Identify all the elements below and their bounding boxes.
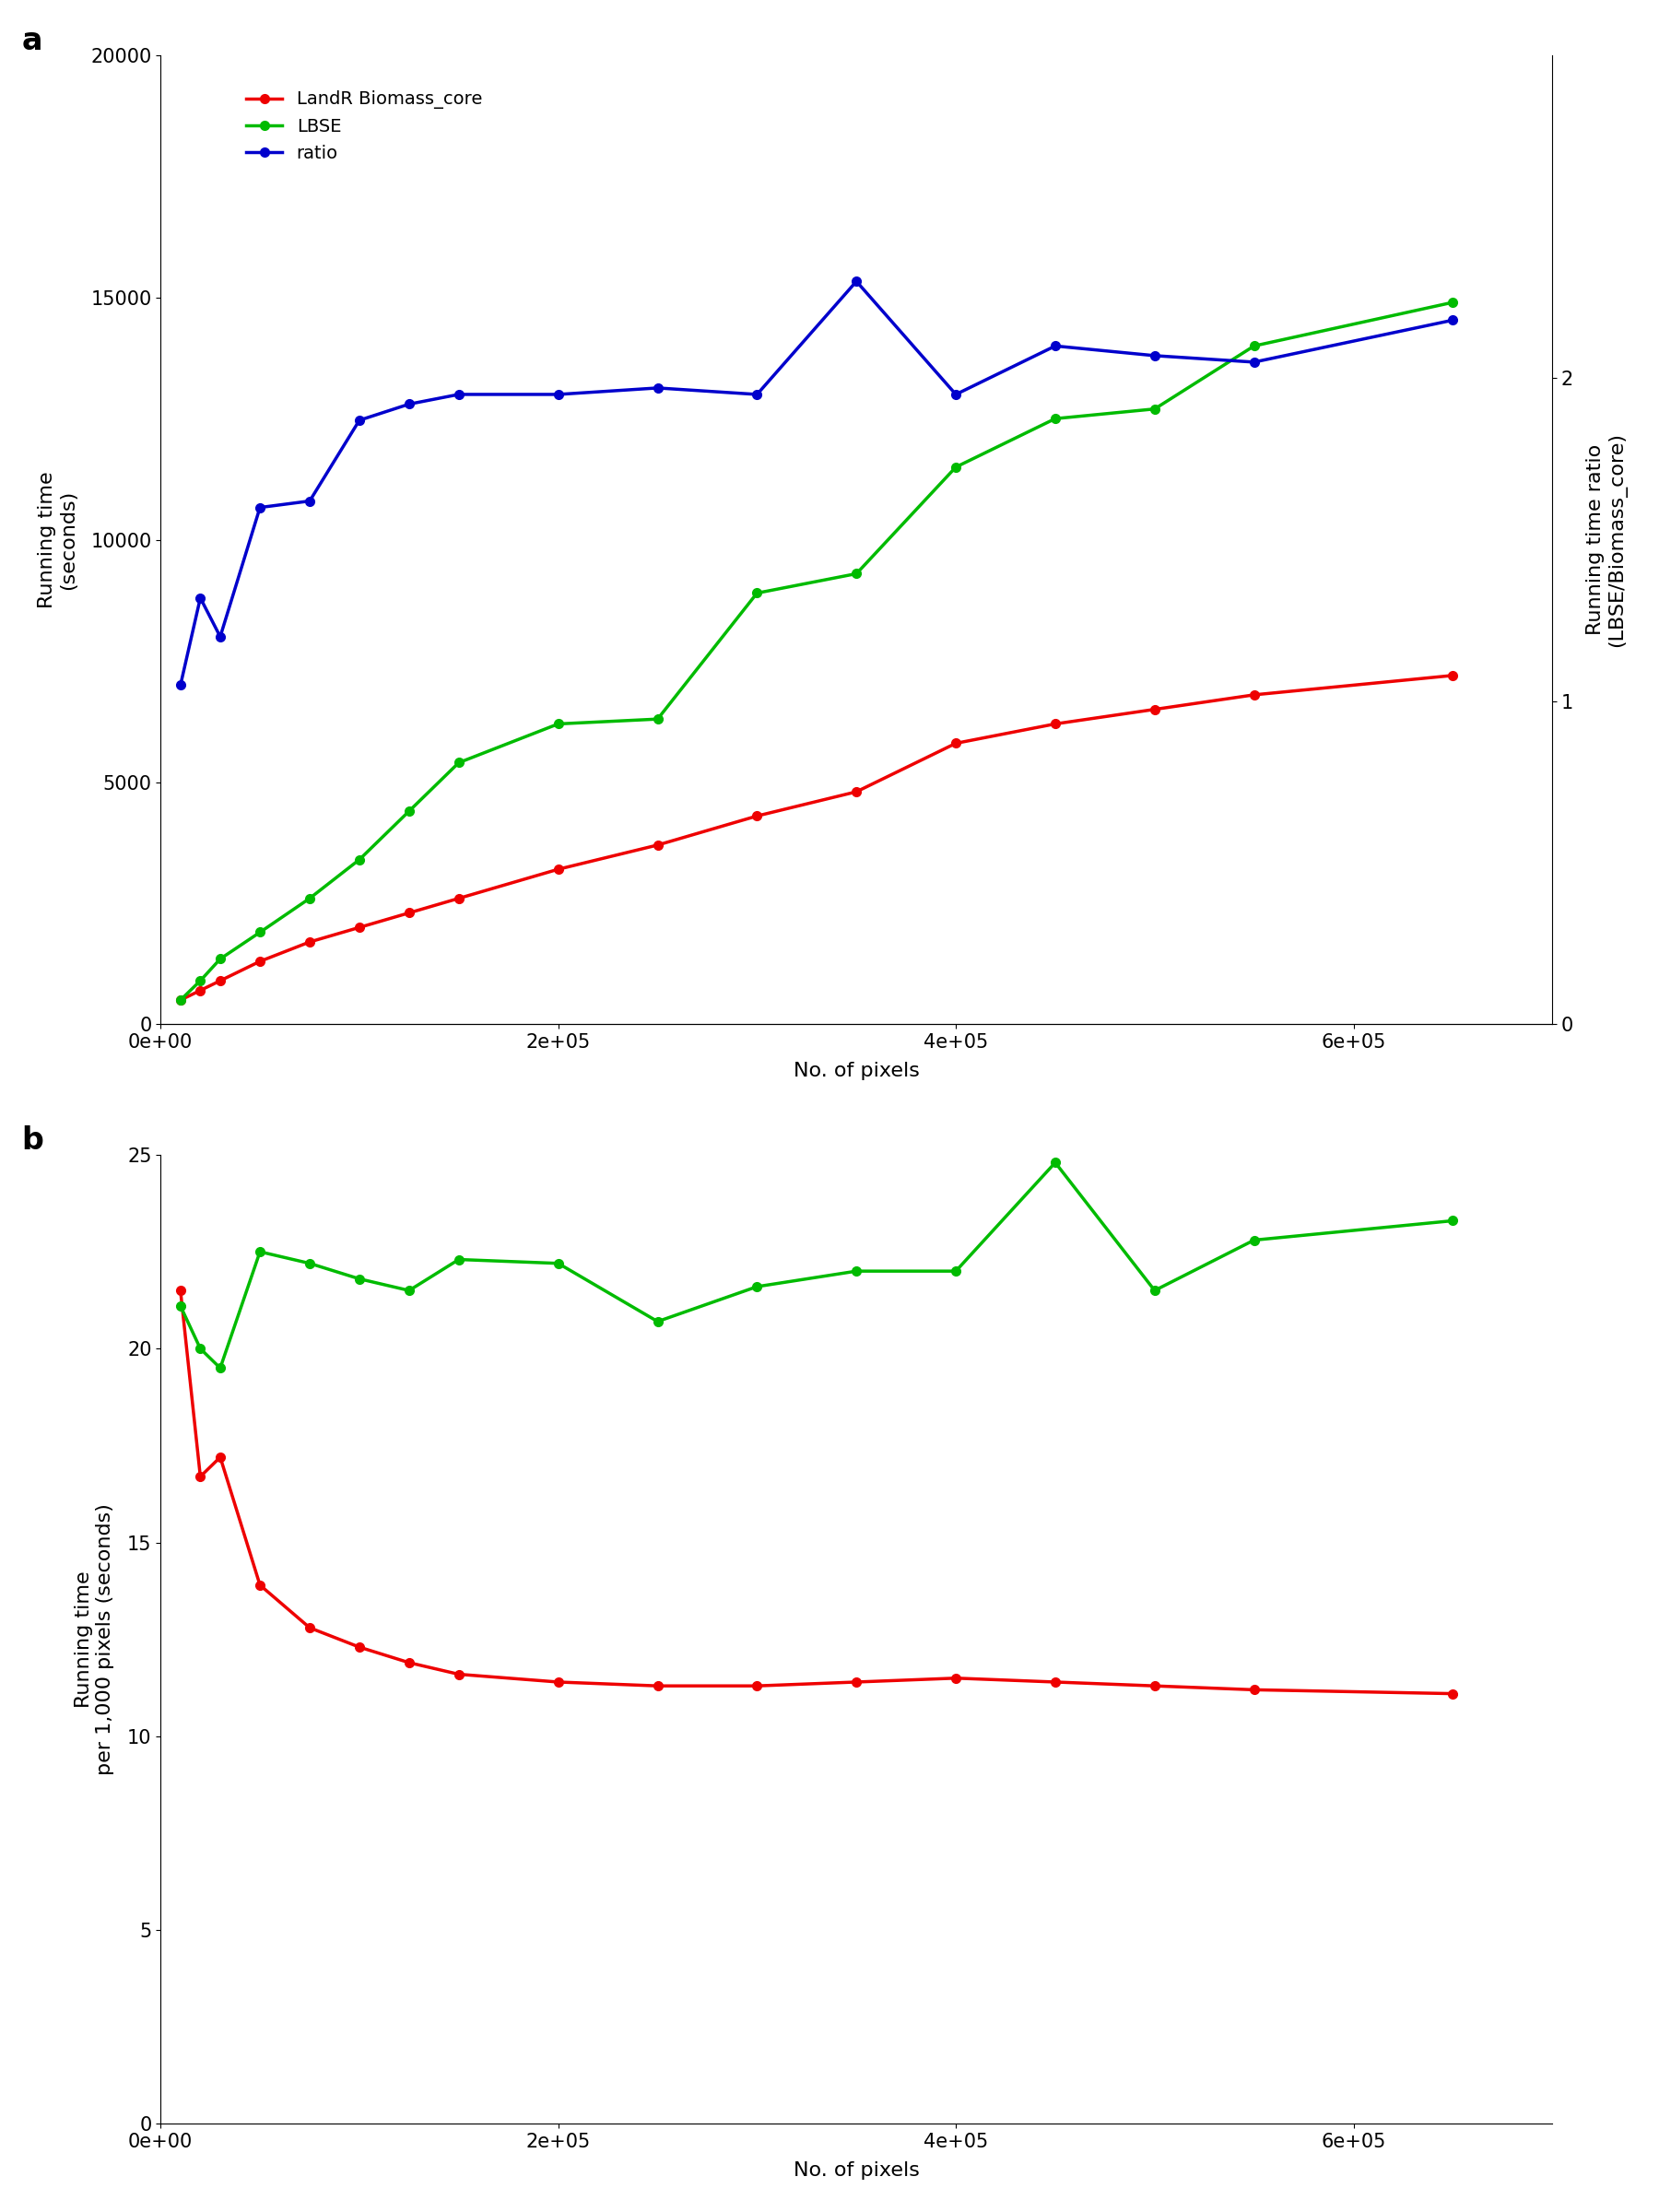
LBSE [1244,332,1264,358]
LandR Biomass_core [846,779,866,805]
LBSE [350,847,370,874]
ratio [450,380,469,407]
LandR Biomass_core [191,978,211,1004]
ratio [300,487,320,513]
LandR Biomass_core [400,900,420,927]
LBSE [251,918,270,945]
Y-axis label: Running time ratio
(LBSE/Biomass_core): Running time ratio (LBSE/Biomass_core) [1586,431,1627,648]
Line: LBSE: LBSE [176,299,1457,1004]
LBSE [846,560,866,586]
ratio [400,392,420,418]
ratio [1443,307,1463,334]
LandR Biomass_core [350,914,370,940]
LBSE [191,967,211,993]
ratio [1045,332,1065,358]
LBSE [647,706,667,732]
LandR Biomass_core [450,885,469,911]
LBSE [1443,290,1463,316]
Text: a: a [22,27,41,58]
ratio [211,624,231,650]
LandR Biomass_core [1145,697,1165,723]
ratio [350,407,370,434]
LandR Biomass_core [747,803,766,830]
Legend: LandR Biomass_core, LBSE, ratio: LandR Biomass_core, LBSE, ratio [239,84,489,170]
LBSE [1145,396,1165,422]
ratio [1145,343,1165,369]
LBSE [450,750,469,776]
ratio [846,268,866,294]
LBSE [400,799,420,825]
LandR Biomass_core [647,832,667,858]
Y-axis label: Running time
per 1,000 pixels (seconds): Running time per 1,000 pixels (seconds) [75,1504,114,1776]
LandR Biomass_core [251,949,270,975]
ratio [647,374,667,400]
Line: LandR Biomass_core: LandR Biomass_core [176,670,1457,1004]
LandR Biomass_core [211,967,231,993]
Line: ratio: ratio [176,276,1457,690]
ratio [747,380,766,407]
LandR Biomass_core [1045,710,1065,737]
ratio [1244,349,1264,376]
LandR Biomass_core [1244,681,1264,708]
LandR Biomass_core [1443,661,1463,688]
ratio [251,493,270,520]
Y-axis label: Running time
(seconds): Running time (seconds) [38,471,78,608]
LandR Biomass_core [300,929,320,956]
LandR Biomass_core [171,987,191,1013]
LBSE [1045,405,1065,431]
LBSE [171,987,191,1013]
X-axis label: No. of pixels: No. of pixels [793,2161,919,2181]
ratio [191,584,211,611]
LBSE [547,710,567,737]
ratio [547,380,567,407]
LBSE [300,885,320,911]
X-axis label: No. of pixels: No. of pixels [793,1062,919,1079]
ratio [946,380,966,407]
LandR Biomass_core [547,856,567,883]
LBSE [946,453,966,480]
Text: b: b [22,1126,43,1157]
LBSE [747,580,766,606]
ratio [171,672,191,699]
LBSE [211,947,231,973]
LandR Biomass_core [946,730,966,757]
